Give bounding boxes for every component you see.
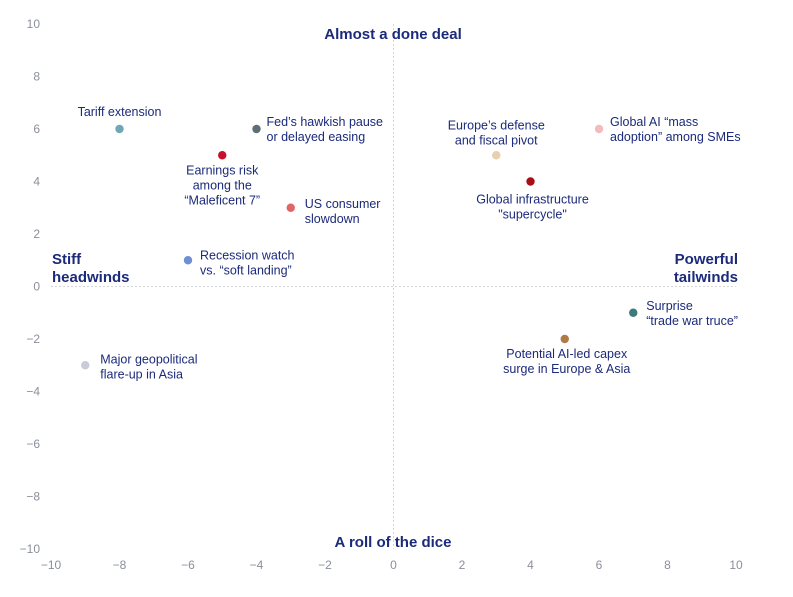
point-label-line: “Maleficent 7” [184,193,260,207]
point-label-line: Global infrastructure [476,193,589,207]
point-label-line: Fed’s hawkish pause [267,115,384,129]
point-label-line: "supercycle" [498,208,567,222]
y-tick-label: −10 [20,542,41,556]
point-label-line: surge in Europe & Asia [503,362,630,376]
data-point[interactable] [526,177,535,186]
x-tick-label: 6 [596,558,603,572]
quadrant-labels: Almost a done deal A roll of the dice St… [52,26,738,551]
quadrant-label-right-line2: tailwinds [674,269,738,286]
point-label-line: Recession watch [200,248,295,262]
data-point[interactable] [560,334,569,344]
point-label: Fed’s hawkish pause or delayed easing [267,115,384,144]
data-points [81,124,638,370]
point-label-line: Major geopolitical [100,352,197,366]
point-label-line: vs. “soft landing” [200,263,292,277]
y-tick-label: −6 [26,437,40,451]
y-tick-label: −2 [26,332,40,346]
point-label: Potential AI-led capex surge in Europe & … [503,347,630,376]
quadrant-label-left-line2: headwinds [52,269,130,286]
x-tick-label: −10 [41,558,62,572]
point-label-line: Global AI “mass [610,115,698,129]
data-point[interactable] [115,124,124,134]
x-tick-label: −8 [113,558,127,572]
point-label: Major geopolitical flare-up in Asia [100,352,197,381]
quadrant-label-left-line1: Stiff [52,251,82,268]
point-label: Global AI “mass adoption” among SMEs [610,115,741,144]
point-label-line: or delayed easing [267,130,366,144]
point-label-line: US consumer [305,197,381,211]
x-tick-label: 8 [664,558,671,572]
point-label-line: slowdown [305,212,360,226]
point-label: US consumer slowdown [305,197,381,226]
tick-labels: −10 −8 −6 −4 −2 0 2 4 6 8 10 10 8 6 4 2 0 −2 −4 −6 −8 −10 [20,17,743,572]
point-label: Recession watch vs. “soft landing” [200,248,295,277]
point-label-line: Potential AI-led capex [506,347,628,361]
axes-layer [51,24,736,549]
y-tick-label: −4 [26,385,40,399]
x-tick-label: 10 [729,558,743,572]
data-point[interactable] [252,124,261,134]
data-point[interactable] [594,124,604,134]
data-point[interactable] [629,308,638,317]
x-tick-label: 0 [390,558,397,572]
quadrant-label-top: Almost a done deal [324,26,462,43]
quadrant-label-right-line1: Powerful [675,251,738,268]
y-tick-label: 8 [33,70,40,84]
point-label-line: Tariff extension [78,105,162,119]
point-label-line: adoption” among SMEs [610,130,741,144]
y-tick-label: 10 [27,17,41,31]
x-tick-label: −4 [250,558,264,572]
y-tick-label: 2 [33,227,40,241]
point-label: Tariff extension [78,105,162,119]
point-label: Surprise “trade war truce” [646,299,738,328]
data-point[interactable] [286,203,295,212]
point-labels: Tariff extension Fed’s hawkish pause or de… [78,105,741,381]
point-label-line: among the [193,178,252,192]
y-tick-label: −8 [26,490,40,504]
point-label: Earnings risk among the “Maleficent 7” [184,163,260,207]
data-point[interactable] [492,151,501,160]
y-tick-label: 6 [33,122,40,136]
point-label-line: “trade war truce” [646,314,738,328]
y-tick-label: 4 [33,175,40,189]
point-label-line: Europe’s defense [448,118,545,132]
quadrant-label-bottom: A roll of the dice [335,534,452,551]
x-tick-label: 2 [459,558,466,572]
point-label: Global infrastructure "supercycle" [476,193,589,222]
x-tick-label: −6 [181,558,195,572]
data-point[interactable] [183,256,193,265]
data-point[interactable] [218,151,227,160]
x-tick-label: −2 [318,558,332,572]
point-label-line: Earnings risk [186,163,259,177]
y-tick-label: 0 [33,280,40,294]
point-label-line: Surprise [646,299,693,313]
data-point[interactable] [81,361,90,370]
point-label: Europe’s defense and fiscal pivot [448,118,545,147]
x-tick-label: 4 [527,558,534,572]
point-label-line: and fiscal pivot [455,133,538,147]
point-label-line: flare-up in Asia [100,367,183,381]
